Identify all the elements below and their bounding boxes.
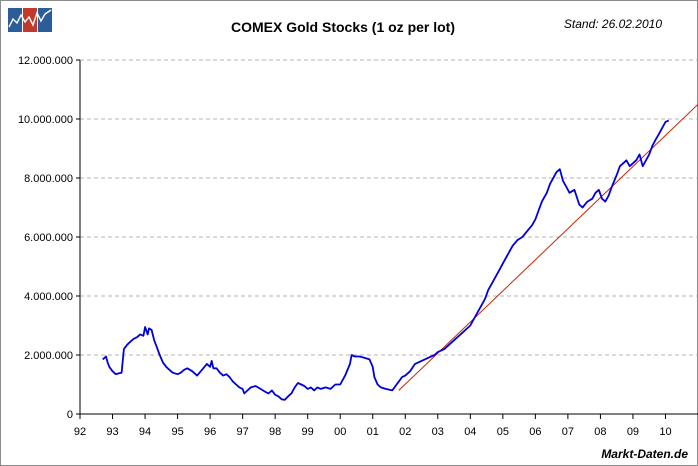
x-tick-label: 98 [269,426,281,438]
x-tick-label: 01 [367,426,379,438]
x-tick-label: 99 [302,426,314,438]
x-tick-label: 92 [74,426,86,438]
grid-lines [80,59,698,356]
x-tick-label: 02 [399,426,411,438]
series-layer [102,103,698,401]
y-tick-label: 8.000.000 [24,173,73,185]
x-tick-label: 03 [432,426,444,438]
chart-title: COMEX Gold Stocks (1 oz per lot) [231,19,455,35]
x-tick-label: 94 [139,426,151,438]
y-tick-label: 0 [67,409,73,421]
y-tick-label: 10.000.000 [18,114,73,126]
x-tick-label: 07 [562,426,574,438]
logo-panel-1 [8,8,22,32]
x-tick-label: 08 [594,426,606,438]
x-tick-label: 95 [171,426,183,438]
trend-line [398,103,698,391]
x-tick-label: 93 [106,426,118,438]
y-tick-label: 2.000.000 [24,350,73,362]
x-tick-label: 06 [529,426,541,438]
logo-panel-3 [38,8,52,32]
x-tick-label: 97 [237,426,249,438]
x-tick-label: 00 [334,426,346,438]
x-tick-label: 04 [464,426,476,438]
source-label: Markt-Daten.de [601,447,688,461]
y-tick-label: 4.000.000 [24,291,73,303]
logo [8,8,52,32]
date-label: Stand: 26.02.2010 [564,17,662,31]
y-axis-ticks: 0 2.000.000 4.000.000 6.000.000 8.000.000 10.… [18,55,80,421]
x-tick-label: 05 [497,426,509,438]
y-tick-label: 6.000.000 [24,232,73,244]
gold-stocks-series-line [102,119,670,401]
y-tick-label: 12.000.000 [18,55,73,67]
x-tick-label: 96 [204,426,216,438]
x-tick-label: 09 [627,426,639,438]
x-axis-ticks: 92 93 94 95 96 97 98 99 00 01 02 03 04 05 06 07 08 09 10 [74,414,672,438]
x-tick-label: 10 [659,426,671,438]
logo-line-icon [8,9,52,28]
